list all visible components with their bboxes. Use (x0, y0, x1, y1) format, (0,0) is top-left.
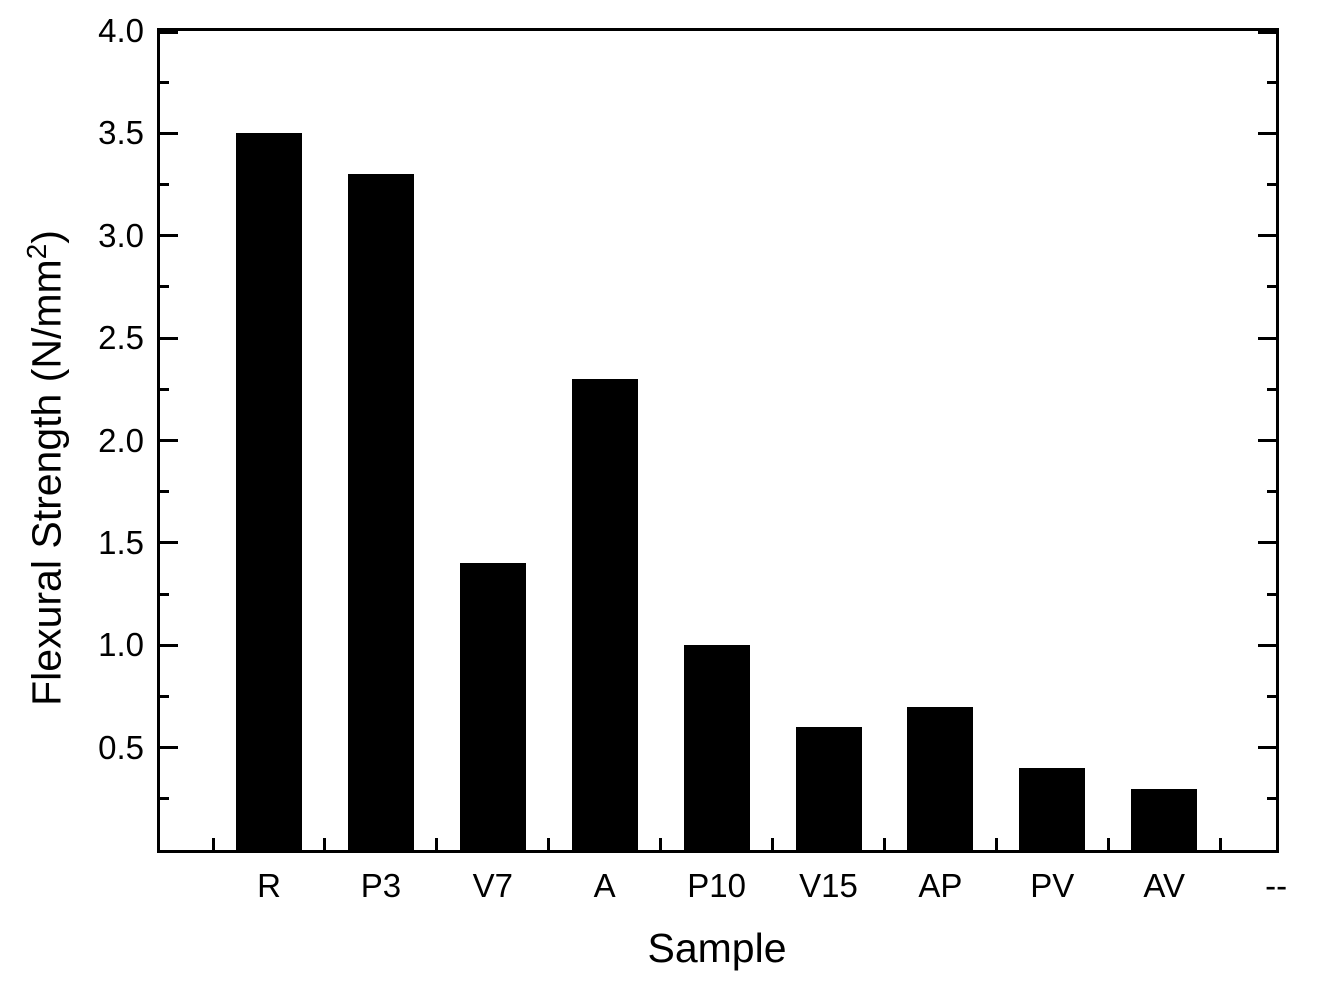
y-tick-right-major (1258, 336, 1276, 340)
y-tick-right-minor (1267, 80, 1276, 84)
bar-PV (1019, 768, 1086, 850)
y-tick-left-minor (160, 387, 169, 391)
y-tick-left-major (160, 746, 178, 750)
y-tick-label-2.5: 2.5 (98, 319, 144, 357)
y-tick-left-major (160, 643, 178, 647)
x-boundary-tick (771, 838, 775, 850)
y-tick-right-minor (1267, 285, 1276, 289)
y-tick-left-minor (160, 183, 169, 187)
bar-A (571, 379, 638, 850)
x-boundary-tick (323, 838, 327, 850)
x-boundary-tick (211, 838, 215, 850)
y-tick-label-3.0: 3.0 (98, 216, 144, 254)
y-tick-left-minor (160, 285, 169, 289)
y-tick-label-4.0: 4.0 (98, 12, 144, 49)
x-axis-title: Sample (647, 925, 787, 971)
y-tick-right-minor (1267, 592, 1276, 596)
y-tick-left-minor (160, 797, 169, 801)
y-tick-right-minor (1267, 183, 1276, 187)
x-category-label-V7: V7 (472, 867, 513, 904)
y-tick-right-major (1258, 643, 1276, 647)
x-category-label-A: A (593, 867, 616, 904)
y-tick-label-1.0: 1.0 (98, 626, 144, 664)
y-tick-right-major (1258, 131, 1276, 135)
x-category-label---: -- (1265, 867, 1288, 904)
y-tick-right-major (1258, 746, 1276, 750)
plot-area (157, 28, 1279, 853)
y-tick-right-minor (1267, 490, 1276, 494)
x-category-label-P3: P3 (360, 867, 402, 904)
y-tick-label-3.5: 3.5 (98, 114, 144, 152)
x-boundary-tick (882, 838, 886, 850)
y-tick-label-2.0: 2.0 (98, 421, 144, 459)
x-boundary-tick (994, 838, 998, 850)
y-tick-right-major (1258, 541, 1276, 545)
x-category-label-AP: AP (918, 867, 963, 904)
bar-V7 (459, 563, 526, 850)
bar-P10 (683, 645, 750, 850)
x-boundary-tick (435, 838, 439, 850)
x-boundary-tick (1218, 838, 1222, 850)
x-boundary-tick (547, 838, 551, 850)
bar-R (236, 133, 302, 850)
y-tick-right-minor (1267, 694, 1276, 698)
x-category-label-R: R (257, 867, 281, 904)
y-tick-left-minor (160, 592, 169, 596)
y-tick-right-major (1258, 234, 1276, 238)
y-tick-left-minor (160, 490, 169, 494)
y-tick-left-major (160, 439, 178, 442)
x-boundary-tick (659, 838, 663, 850)
bar-AP (907, 706, 974, 850)
y-tick-left-major (160, 31, 178, 34)
x-category-label-V15: V15 (799, 867, 858, 904)
y-tick-label-1.5: 1.5 (98, 523, 144, 561)
x-category-label-AV: AV (1143, 867, 1185, 904)
y-tick-right-major (1258, 439, 1276, 442)
y-tick-left-minor (160, 80, 169, 84)
bar-AV (1131, 788, 1198, 850)
y-tick-left-major (160, 131, 178, 135)
x-category-label-P10: P10 (687, 867, 746, 904)
y-tick-left-major (160, 234, 178, 238)
y-tick-label-0.5: 0.5 (98, 728, 144, 766)
y-tick-left-major (160, 541, 178, 545)
x-boundary-tick (1106, 838, 1110, 850)
bar-P3 (347, 174, 414, 850)
y-tick-left-minor (160, 694, 169, 698)
y-tick-left-major (160, 336, 178, 340)
x-category-label-PV: PV (1030, 867, 1075, 904)
y-tick-right-minor (1267, 797, 1276, 801)
y-tick-right-major (1258, 31, 1276, 34)
y-tick-right-minor (1267, 387, 1276, 391)
bar-V15 (795, 727, 862, 850)
